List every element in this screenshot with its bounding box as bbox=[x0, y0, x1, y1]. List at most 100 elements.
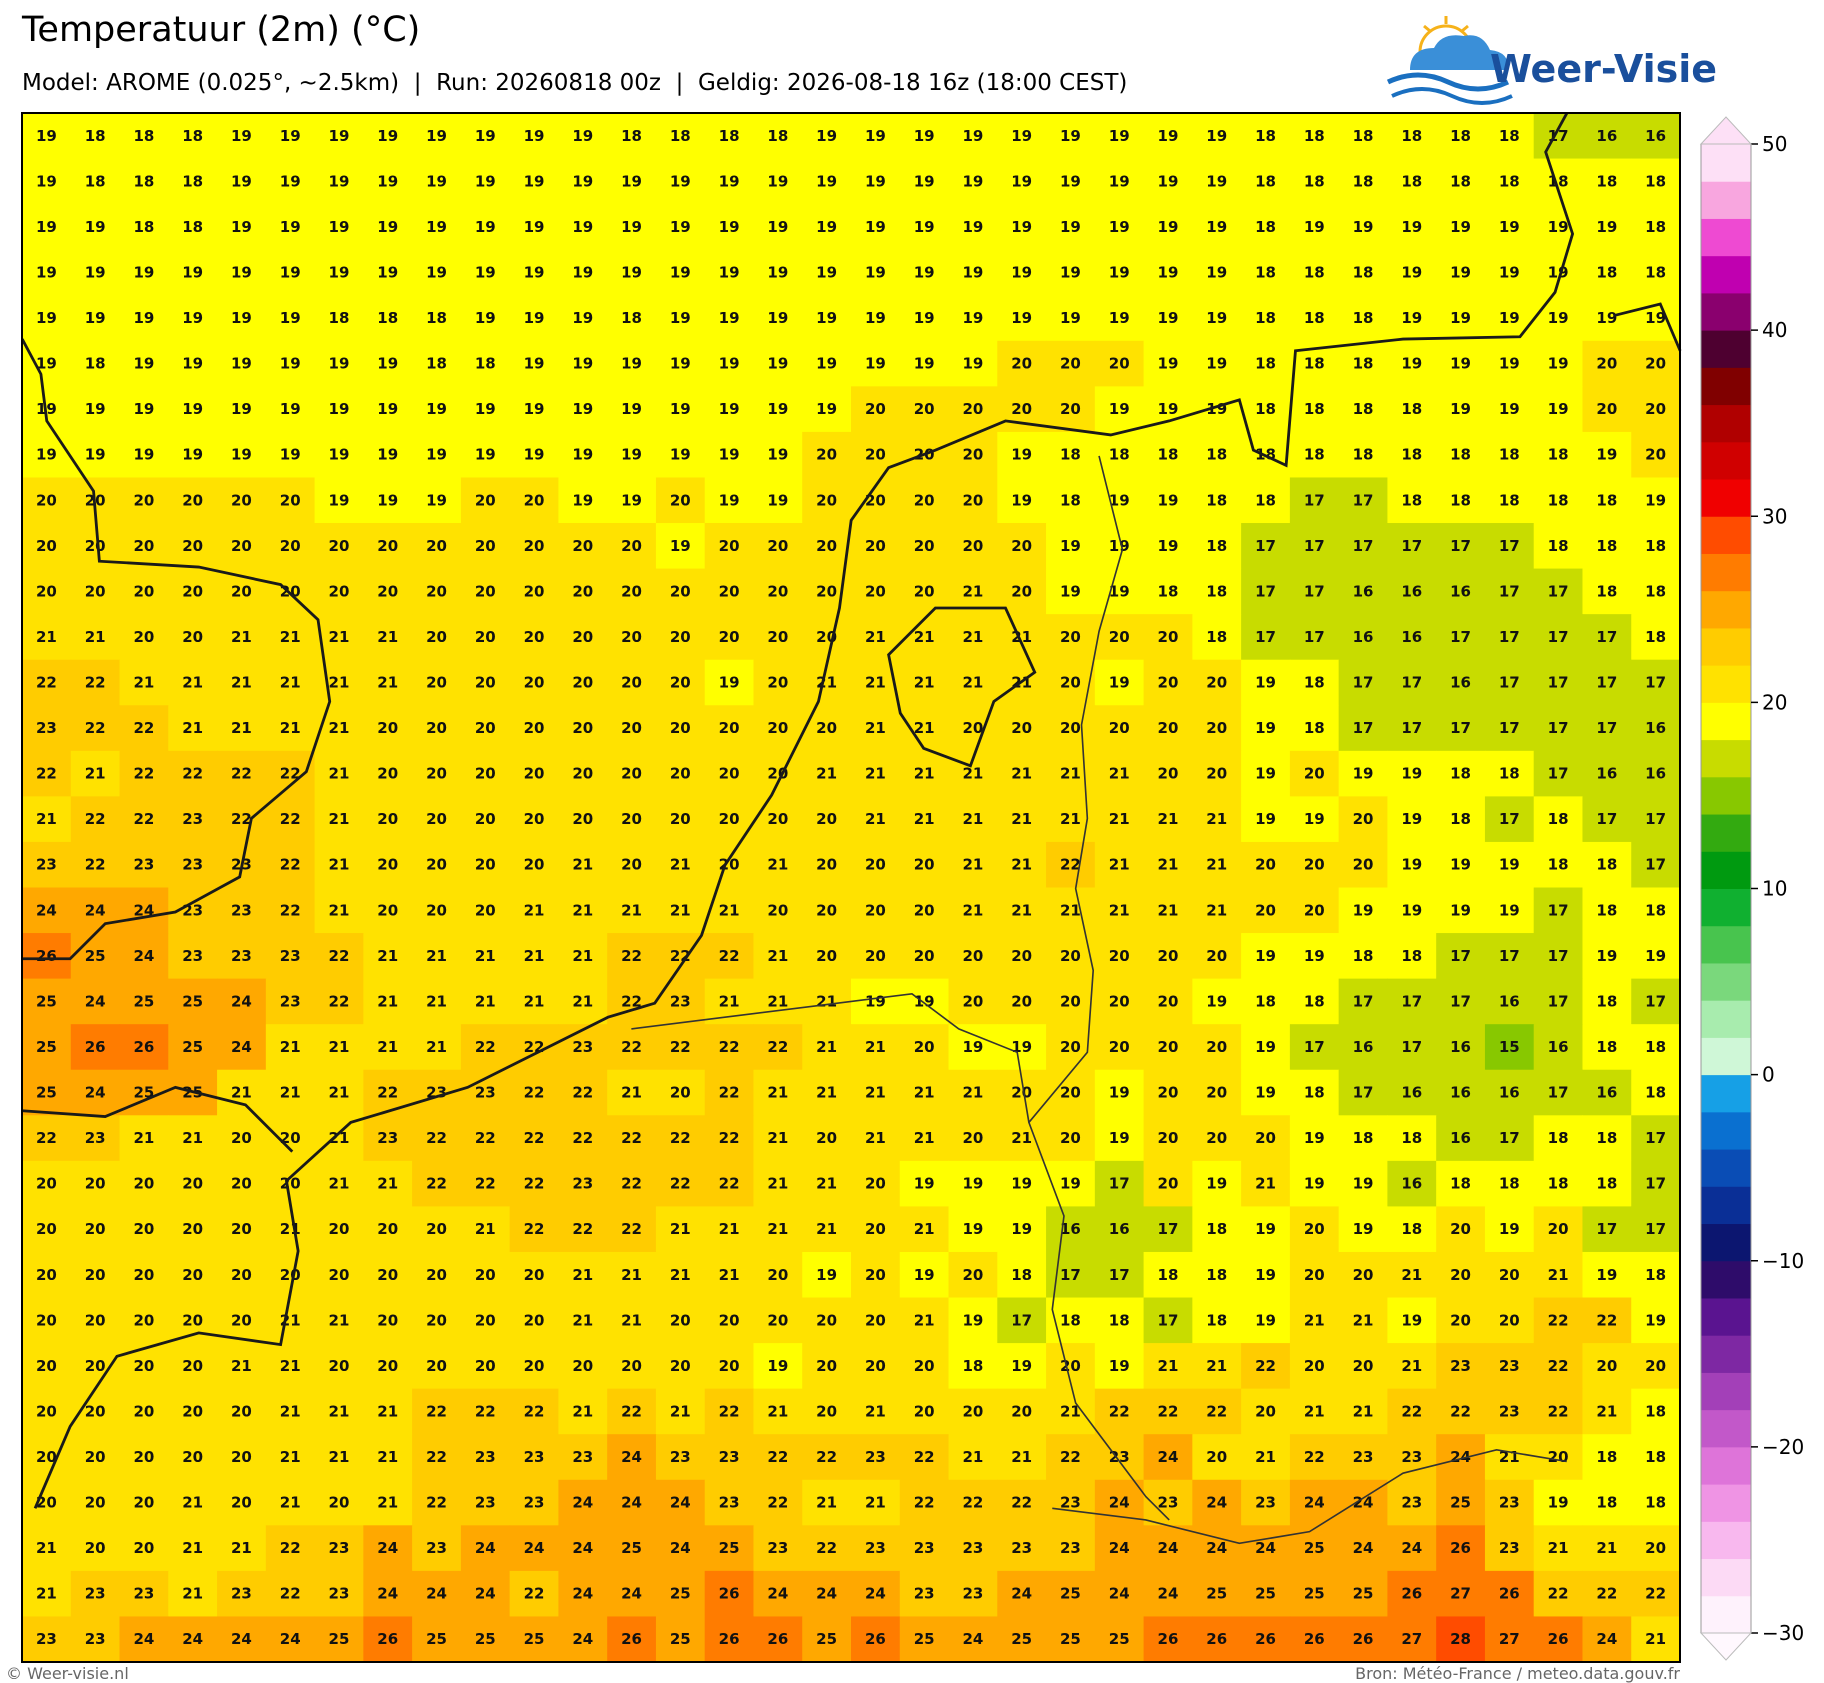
temperature-label: 22 bbox=[426, 1129, 447, 1147]
temperature-cell bbox=[948, 204, 998, 251]
temperature-cell bbox=[217, 386, 267, 433]
temperature-cell bbox=[1533, 978, 1583, 1025]
temperature-cell bbox=[168, 113, 218, 160]
temperature-cell bbox=[1241, 1160, 1291, 1207]
temperature-cell bbox=[948, 523, 998, 570]
temperature-label: 19 bbox=[1548, 1494, 1569, 1512]
temperature-label: 19 bbox=[1548, 400, 1569, 418]
temperature-label: 16 bbox=[1353, 1038, 1374, 1056]
temperature-cell bbox=[1338, 431, 1388, 478]
temperature-cell bbox=[217, 614, 267, 661]
temperature-label: 22 bbox=[621, 1220, 642, 1238]
temperature-label: 20 bbox=[182, 1266, 203, 1284]
temperature-label: 20 bbox=[914, 1357, 935, 1375]
temperature-label: 18 bbox=[1255, 309, 1276, 327]
temperature-cell bbox=[1143, 204, 1193, 251]
temperature-label: 18 bbox=[133, 172, 154, 190]
colorbar-segment bbox=[1701, 181, 1751, 219]
temperature-cell bbox=[1436, 796, 1486, 843]
temperature-label: 19 bbox=[1450, 901, 1471, 919]
temperature-cell bbox=[1436, 386, 1486, 433]
temperature-label: 19 bbox=[377, 400, 398, 418]
temperature-label: 22 bbox=[621, 1038, 642, 1056]
temperature-cell bbox=[1143, 431, 1193, 478]
temperature-cell bbox=[1484, 1160, 1535, 1207]
temperature-label: 24 bbox=[621, 1585, 642, 1603]
temperature-cell bbox=[704, 1069, 754, 1116]
temperature-label: 20 bbox=[475, 1357, 496, 1375]
temperature-cell bbox=[704, 477, 754, 524]
temperature-label: 21 bbox=[719, 1266, 740, 1284]
temperature-label: 26 bbox=[36, 947, 57, 965]
temperature-label: 22 bbox=[524, 1084, 545, 1102]
temperature-cell bbox=[997, 1115, 1047, 1162]
temperature-cell bbox=[1582, 1297, 1632, 1344]
temperature-cell bbox=[1582, 705, 1632, 752]
title: Temperatuur (2m) (°C) bbox=[22, 10, 421, 50]
temperature-label: 20 bbox=[1499, 1311, 1520, 1329]
temperature-label: 19 bbox=[865, 992, 886, 1010]
temperature-cell bbox=[509, 1251, 559, 1299]
temperature-cell bbox=[509, 523, 559, 570]
temperature-label: 19 bbox=[377, 355, 398, 373]
temperature-label: 19 bbox=[475, 400, 496, 418]
temperature-cell bbox=[558, 978, 608, 1025]
temperature-label: 18 bbox=[1401, 947, 1422, 965]
temperature-label: 21 bbox=[719, 992, 740, 1010]
temperature-cell bbox=[1484, 523, 1535, 570]
temperature-label: 19 bbox=[1353, 901, 1374, 919]
temperature-cell bbox=[948, 295, 998, 342]
temperature-cell bbox=[899, 386, 950, 433]
temperature-label: 24 bbox=[475, 1539, 496, 1557]
temperature-label: 16 bbox=[1450, 1038, 1471, 1056]
temperature-cell bbox=[509, 1297, 559, 1344]
temperature-cell bbox=[1046, 249, 1096, 296]
temperature-label: 23 bbox=[182, 810, 203, 828]
temperature-cell bbox=[509, 705, 559, 752]
temperature-cell bbox=[1582, 386, 1632, 433]
temperature-cell bbox=[1338, 1343, 1388, 1390]
temperature-cell bbox=[899, 113, 950, 160]
temperature-cell bbox=[1241, 1251, 1291, 1299]
temperature-cell bbox=[704, 1024, 754, 1071]
temperature-label: 18 bbox=[1353, 1129, 1374, 1147]
temperature-cell bbox=[119, 204, 169, 251]
temperature-label: 19 bbox=[1450, 355, 1471, 373]
temperature-label: 20 bbox=[377, 765, 398, 783]
temperature-label: 20 bbox=[1158, 628, 1179, 646]
temperature-cell bbox=[22, 1069, 72, 1116]
temperature-cell bbox=[265, 614, 316, 661]
temperature-label: 20 bbox=[865, 1266, 886, 1284]
temperature-label: 23 bbox=[1255, 1494, 1276, 1512]
temperature-label: 20 bbox=[475, 810, 496, 828]
temperature-cell bbox=[265, 1024, 316, 1071]
temperature-cell bbox=[22, 1115, 72, 1162]
temperature-label: 18 bbox=[1499, 172, 1520, 190]
temperature-cell bbox=[509, 249, 559, 296]
temperature-cell bbox=[460, 113, 511, 160]
temperature-cell bbox=[1143, 158, 1193, 205]
temperature-label: 21 bbox=[962, 582, 983, 600]
temperature-label: 18 bbox=[1109, 1311, 1130, 1329]
temperature-label: 20 bbox=[914, 1038, 935, 1056]
temperature-cell bbox=[1094, 477, 1145, 524]
temperature-cell bbox=[119, 933, 169, 980]
temperature-cell bbox=[217, 1024, 267, 1071]
temperature-label: 19 bbox=[1645, 947, 1666, 965]
temperature-cell bbox=[704, 1160, 754, 1207]
temperature-cell bbox=[1533, 887, 1583, 934]
temperature-cell bbox=[997, 204, 1047, 251]
temperature-label: 20 bbox=[329, 1266, 350, 1284]
temperature-label: 19 bbox=[1401, 218, 1422, 236]
temperature-cell bbox=[1046, 841, 1096, 888]
colorbar-extend-bottom bbox=[1699, 1632, 1753, 1661]
temperature-label: 19 bbox=[524, 127, 545, 145]
footer-right: Bron: Météo-France / meteo.data.gouv.fr bbox=[1355, 1664, 1680, 1683]
temperature-label: 22 bbox=[621, 1129, 642, 1147]
temperature-label: 19 bbox=[182, 446, 203, 464]
temperature-label: 20 bbox=[329, 1357, 350, 1375]
temperature-cell bbox=[655, 1024, 706, 1071]
temperature-cell bbox=[558, 1206, 608, 1253]
temperature-cell bbox=[997, 249, 1047, 296]
temperature-cell bbox=[460, 1206, 511, 1253]
